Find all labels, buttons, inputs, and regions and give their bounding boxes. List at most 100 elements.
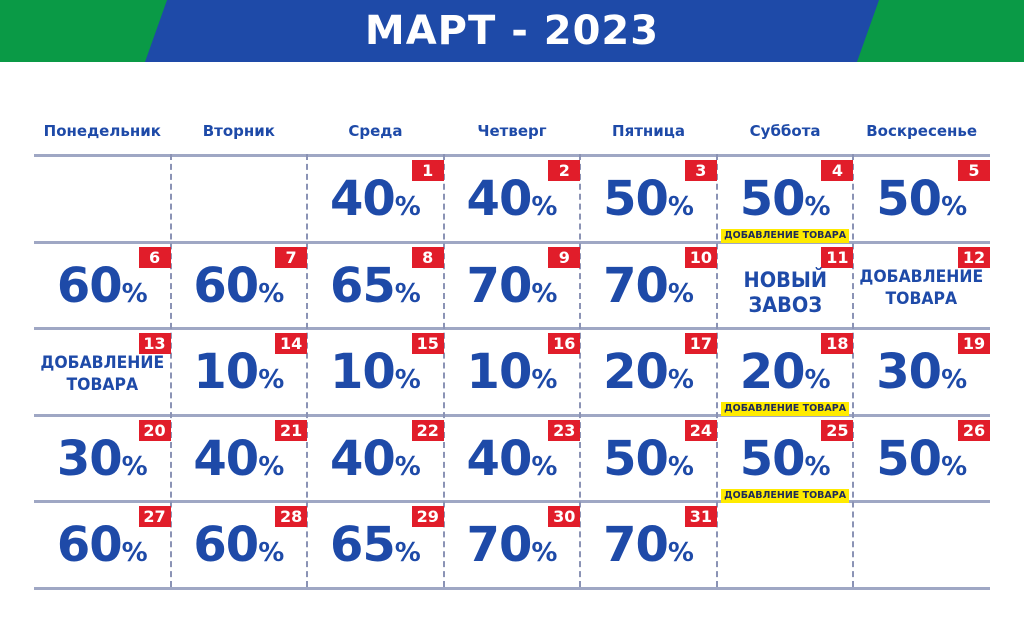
grid-line-horizontal bbox=[34, 327, 990, 330]
day-cell: 3 50% bbox=[580, 157, 717, 243]
day-number-badge: 5 bbox=[957, 160, 990, 181]
percent-sign: % bbox=[394, 451, 421, 482]
discount-value: 65% bbox=[307, 258, 444, 314]
weekday-sunday: Воскресенье bbox=[866, 122, 978, 140]
day-number-badge: 7 bbox=[275, 246, 308, 268]
day-number-badge: 20 bbox=[138, 419, 171, 441]
discount-value: 70% bbox=[580, 258, 717, 314]
day-number-badge: 25 bbox=[821, 419, 854, 441]
discount-number: 20 bbox=[739, 344, 806, 400]
percent-sign: % bbox=[258, 365, 285, 395]
weekday-tuesday: Вторник bbox=[202, 122, 275, 140]
day-cell: 8 65% bbox=[307, 244, 444, 330]
grid-line-vertical bbox=[169, 154, 172, 587]
day-cell: 4 50% ДОБАВЛЕНИЕ ТОВАРА bbox=[717, 157, 854, 243]
day-cell: 15 10% bbox=[307, 330, 444, 416]
day-cell: 20 30% bbox=[34, 417, 171, 503]
discount-number: 60 bbox=[193, 517, 259, 573]
calendar-title: МАРТ - 2023 bbox=[364, 8, 660, 54]
day-note-line: ДОБАВЛЕНИЕ bbox=[859, 266, 984, 287]
percent-sign: % bbox=[121, 451, 148, 482]
restock-tag: ДОБАВЛЕНИЕ ТОВАРА bbox=[720, 229, 850, 243]
grid-line-horizontal bbox=[34, 413, 990, 417]
discount-value: 40% bbox=[444, 171, 581, 227]
grid-line-horizontal bbox=[34, 240, 990, 244]
day-cell: 13 ДОБАВЛЕНИЕ ТОВАРА bbox=[34, 330, 171, 416]
discount-number: 40 bbox=[466, 171, 533, 227]
day-number-badge: 3 bbox=[684, 160, 717, 181]
grid-line-vertical bbox=[442, 154, 445, 587]
discount-value: 30% bbox=[853, 344, 990, 400]
discount-value: 40% bbox=[444, 431, 581, 487]
discount-number: 50 bbox=[603, 430, 669, 487]
discount-number: 70 bbox=[603, 257, 669, 314]
grid-line-vertical bbox=[579, 154, 582, 587]
day-cell: 1 40% bbox=[307, 157, 444, 243]
discount-value: 10% bbox=[444, 344, 581, 400]
day-note: ДОБАВЛЕНИЕ ТОВАРА bbox=[39, 352, 165, 396]
discount-value: 50% bbox=[853, 171, 990, 227]
day-number-badge: 16 bbox=[548, 333, 581, 354]
percent-sign: % bbox=[667, 278, 694, 309]
percent-sign: % bbox=[941, 451, 968, 482]
discount-number: 70 bbox=[466, 517, 533, 573]
day-number-badge: 10 bbox=[684, 246, 717, 268]
day-cell: 2 40% bbox=[444, 157, 581, 243]
day-number-badge: 29 bbox=[411, 506, 444, 527]
discount-value: 40% bbox=[171, 431, 308, 487]
percent-sign: % bbox=[394, 538, 421, 568]
discount-value: 70% bbox=[444, 258, 581, 314]
day-number-badge: 26 bbox=[957, 419, 990, 441]
day-cell: 30 70% bbox=[444, 503, 581, 589]
discount-number: 30 bbox=[876, 344, 942, 400]
percent-sign: % bbox=[531, 365, 558, 395]
day-number-badge: 31 bbox=[684, 506, 717, 527]
percent-sign: % bbox=[394, 278, 421, 309]
percent-sign: % bbox=[804, 451, 831, 482]
discount-value: 50% bbox=[717, 431, 854, 487]
discount-number: 50 bbox=[876, 430, 942, 487]
discount-value: 40% bbox=[307, 171, 444, 227]
calendar-grid: 1 40% 2 40% 3 50% 4 50% ДОБАВЛЕНИЕ ТОВАРА 5 50% 6 60… bbox=[34, 154, 990, 590]
day-cell: 25 50% ДОБАВЛЕНИЕ ТОВАРА bbox=[717, 417, 854, 503]
discount-value: 65% bbox=[307, 517, 444, 573]
header-blue-banner bbox=[145, 0, 879, 62]
day-number-badge: 15 bbox=[411, 333, 444, 354]
discount-value: 60% bbox=[171, 258, 308, 314]
day-number-badge: 4 bbox=[821, 160, 854, 181]
day-note-line: ТОВАРА bbox=[66, 375, 139, 395]
grid-line-horizontal bbox=[34, 154, 990, 157]
day-number-badge: 19 bbox=[957, 333, 990, 354]
percent-sign: % bbox=[667, 451, 694, 482]
discount-number: 60 bbox=[56, 257, 123, 314]
discount-value: 50% bbox=[580, 431, 717, 487]
day-number-badge: 1 bbox=[411, 160, 444, 181]
restock-tag: ДОБАВЛЕНИЕ ТОВАРА bbox=[720, 402, 850, 416]
discount-value: 10% bbox=[307, 344, 444, 400]
day-number-badge: 23 bbox=[548, 419, 581, 441]
day-number-badge: 21 bbox=[275, 419, 308, 441]
discount-number: 40 bbox=[193, 430, 259, 487]
discount-value: 20% bbox=[580, 344, 717, 400]
percent-sign: % bbox=[121, 278, 148, 309]
day-cell: 26 50% bbox=[853, 417, 990, 503]
weekday-friday: Пятница bbox=[612, 122, 686, 140]
grid-line-vertical bbox=[715, 154, 718, 587]
day-cell: 16 10% bbox=[444, 330, 581, 416]
day-cell: 6 60% bbox=[34, 244, 171, 330]
discount-value: 50% bbox=[717, 171, 854, 227]
discount-value: 60% bbox=[171, 517, 308, 573]
percent-sign: % bbox=[804, 365, 831, 395]
day-cell: 18 20% ДОБАВЛЕНИЕ ТОВАРА bbox=[717, 330, 854, 416]
day-cell: 12 ДОБАВЛЕНИЕ ТОВАРА bbox=[853, 244, 990, 330]
percent-sign: % bbox=[394, 192, 421, 222]
percent-sign: % bbox=[531, 192, 558, 222]
day-note-line: ТОВАРА bbox=[885, 288, 958, 309]
day-note: ДОБАВЛЕНИЕ ТОВАРА bbox=[859, 266, 985, 310]
day-cell: 27 60% bbox=[34, 503, 171, 589]
day-cell: 7 60% bbox=[171, 244, 308, 330]
discount-value: 30% bbox=[34, 431, 171, 487]
discount-number: 20 bbox=[603, 344, 669, 400]
day-cell: 31 70% bbox=[580, 503, 717, 589]
discount-number: 10 bbox=[466, 344, 533, 400]
